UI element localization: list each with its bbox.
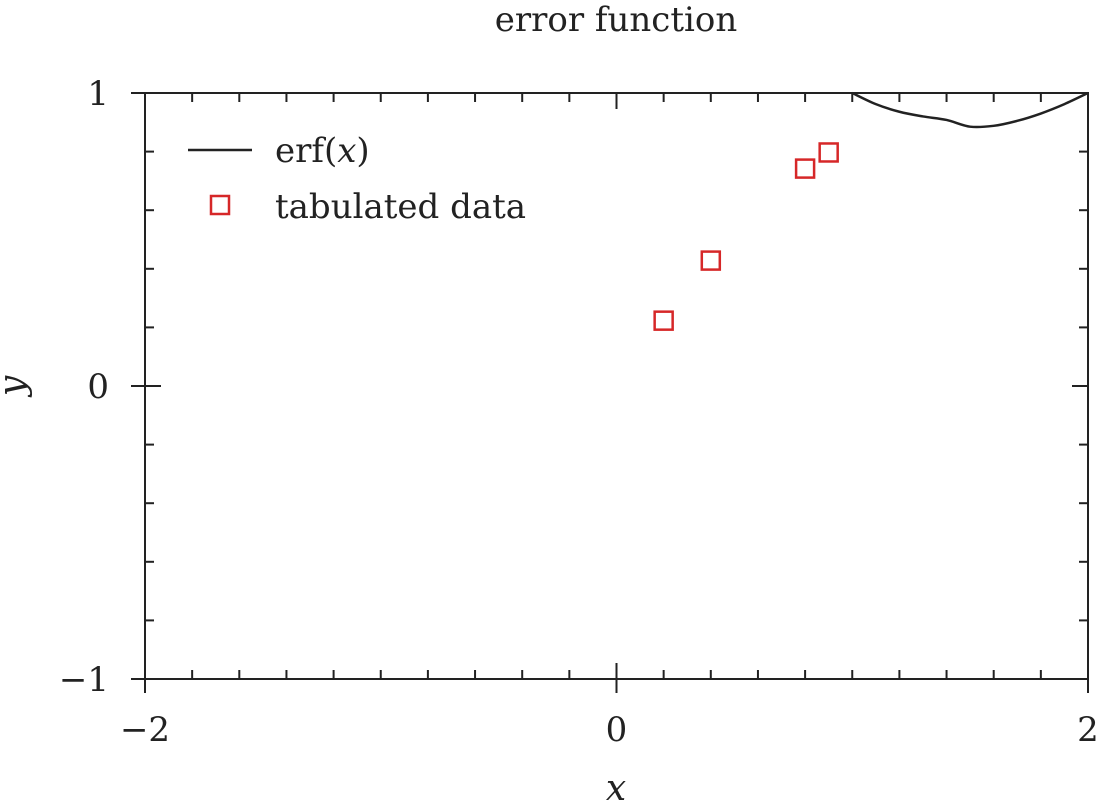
legend-label-tabulated: tabulated data [275,187,526,227]
minor-ticks [144,92,1089,680]
x-tick-label: 0 [606,710,628,750]
plot-frame [144,92,1089,680]
y-tick-label: 0 [87,367,109,407]
data-point [794,158,816,179]
legend-erf-var: x [337,131,356,171]
legend-erf-suffix: ) [356,131,369,171]
data-point [653,310,674,331]
x-tick-label: 2 [1077,710,1099,750]
x-axis-ticks: −2 0 2 [120,679,1099,750]
y-tick-label: 1 [87,74,109,114]
legend: erf(x) tabulated data [188,131,526,227]
legend-marker-swatch [209,194,231,216]
erf-curve [851,91,1089,129]
legend-erf-prefix: erf( [275,131,337,171]
tabulated-data-markers [653,142,839,331]
y-axis-label: y [0,375,33,398]
data-point [700,250,722,271]
y-tick-label: −1 [59,660,109,700]
x-axis-label: x [606,768,626,805]
x-tick-label: −2 [120,710,170,750]
y-axis-ticks: −1 0 1 [59,74,145,700]
plot-area: −2 0 2 −1 0 1 [59,74,1099,750]
chart-title: error function [495,0,737,40]
legend-label-erf: erf(x) [275,131,370,171]
data-point [818,142,839,163]
